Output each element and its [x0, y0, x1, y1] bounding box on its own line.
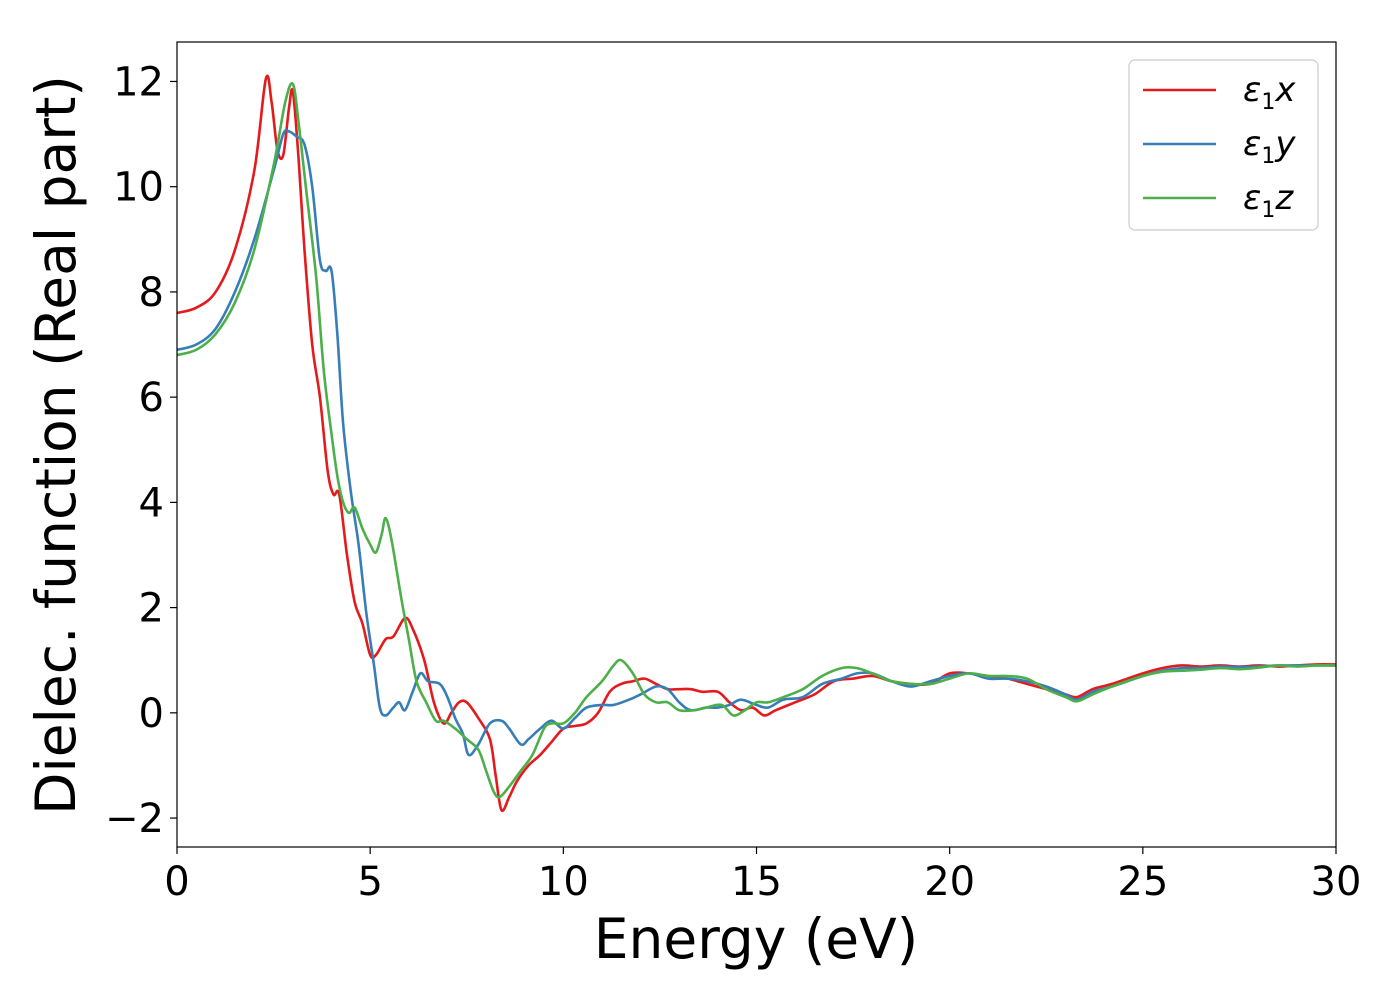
- x-tick-label: 10: [538, 859, 589, 905]
- x-axis-label: Energy (eV): [594, 907, 918, 971]
- x-tick-label: 15: [731, 859, 782, 905]
- y-tick-label: 0: [139, 691, 164, 737]
- x-tick-label: 5: [357, 859, 382, 905]
- series-line-y: [177, 128, 1336, 757]
- y-tick-label: 4: [139, 480, 164, 526]
- y-tick-label: 10: [113, 165, 164, 211]
- legend-item-z: ε1z: [1143, 178, 1294, 223]
- x-tick-label: 30: [1311, 859, 1362, 905]
- y-axis: −2 0 2 4 6 8 10 12: [105, 59, 177, 842]
- y-tick-label: −2: [105, 796, 164, 842]
- y-tick-label: 2: [139, 586, 164, 632]
- legend-item-y: ε1y: [1143, 124, 1296, 169]
- legend: ε1x ε1y ε1z: [1128, 59, 1319, 231]
- y-tick-label: 8: [139, 270, 164, 316]
- y-tick-label: 12: [113, 59, 164, 105]
- x-tick-label: 25: [1117, 859, 1168, 905]
- legend-label-z: ε1z: [1243, 178, 1294, 223]
- series-layer: [177, 74, 1336, 813]
- legend-item-x: ε1x: [1143, 70, 1296, 115]
- legend-frame: [1128, 59, 1319, 231]
- x-tick-label: 20: [924, 859, 975, 905]
- legend-label-x: ε1x: [1243, 70, 1296, 115]
- legend-label-y: ε1y: [1243, 124, 1296, 169]
- x-axis: 0 5 10 15 20 25 30: [164, 847, 1361, 905]
- series-line-z: [177, 82, 1336, 799]
- y-axis-label: Dielec. function (Real part): [24, 75, 88, 815]
- y-tick-label: 6: [139, 375, 164, 421]
- x-tick-label: 0: [164, 859, 189, 905]
